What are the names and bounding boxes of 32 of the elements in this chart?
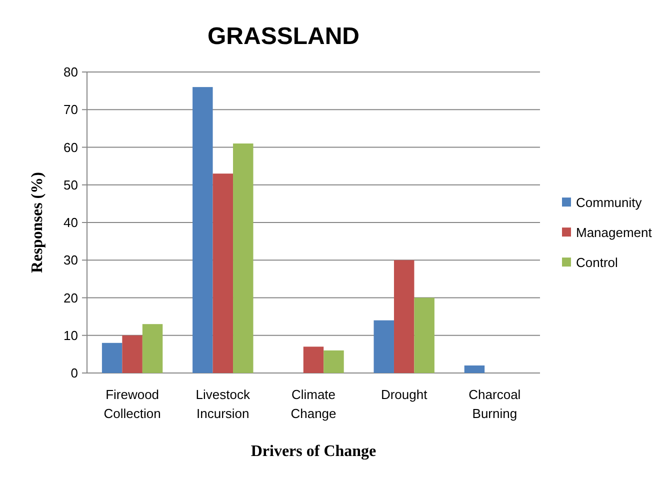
bar	[414, 298, 434, 373]
bar	[464, 365, 485, 373]
y-tick-label: 20	[64, 290, 78, 306]
bar	[192, 87, 213, 373]
bar	[303, 346, 324, 373]
y-tick-label: 30	[64, 252, 78, 268]
bar	[374, 320, 394, 373]
y-tick-label: 50	[64, 177, 78, 192]
bar	[394, 260, 414, 373]
x-tick-label: Firewood Collection	[104, 387, 161, 421]
y-tick-label: 70	[64, 102, 78, 118]
y-tick-label: 60	[64, 140, 78, 155]
legend-label: Control	[576, 255, 618, 270]
x-tick-label: Livestock Incursion	[196, 387, 250, 421]
x-tick-label: Drought	[380, 387, 428, 402]
x-axis-title: Drivers of Change	[250, 443, 376, 460]
y-tick-label: 0	[70, 366, 78, 381]
bar	[233, 143, 254, 373]
x-tick-label: Charcoal Burning	[468, 387, 521, 421]
bar	[142, 324, 163, 373]
bar	[102, 342, 122, 373]
y-tick-label: 80	[64, 64, 78, 80]
chart-title: GRASSLAND	[207, 23, 360, 50]
y-tick-label: 10	[64, 328, 78, 343]
y-tick-label: 40	[64, 215, 78, 230]
y-axis-title: Responses (%)	[29, 172, 46, 273]
bar	[122, 335, 142, 373]
legend-label: Management	[576, 225, 652, 240]
bar	[324, 350, 344, 373]
bar	[212, 174, 234, 373]
legend-label: Community	[576, 195, 642, 210]
x-tick-label: Climate Change	[290, 387, 336, 421]
